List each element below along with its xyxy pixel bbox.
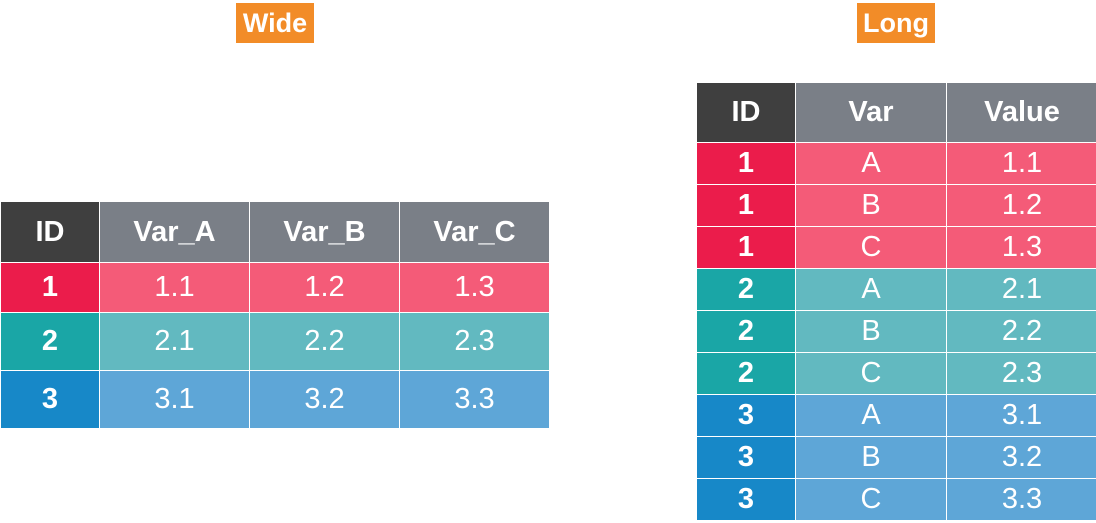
- wide-header-row: ID Var_A Var_B Var_C: [0, 201, 550, 263]
- wide-value-cell: 3.3: [399, 370, 550, 429]
- long-id-cell: 2: [696, 310, 796, 353]
- long-id-cell: 1: [696, 142, 796, 185]
- long-row: 3 A 3.1: [696, 394, 1096, 437]
- long-id-cell: 1: [696, 184, 796, 227]
- long-var-cell: C: [795, 226, 947, 269]
- long-row: 1 C 1.3: [696, 226, 1096, 269]
- long-var-cell: B: [795, 184, 947, 227]
- wide-id-cell: 3: [0, 370, 100, 429]
- long-var-cell: C: [795, 478, 947, 521]
- long-value-cell: 2.1: [946, 268, 1096, 311]
- long-row: 3 C 3.3: [696, 478, 1096, 521]
- long-id-cell: 2: [696, 352, 796, 395]
- long-var-cell: A: [795, 268, 947, 311]
- wide-row: 2 2.1 2.2 2.3: [0, 312, 550, 371]
- wide-id-cell: 2: [0, 312, 100, 371]
- long-table: ID Var Value 1 A 1.1 1 B 1.2 1 C 1.3 2 A…: [696, 82, 1096, 521]
- wide-value-cell: 2.3: [399, 312, 550, 371]
- long-var-cell: A: [795, 394, 947, 437]
- long-id-cell: 2: [696, 268, 796, 311]
- wide-header-var-a: Var_A: [99, 201, 250, 263]
- long-value-cell: 1.1: [946, 142, 1096, 185]
- long-var-cell: B: [795, 310, 947, 353]
- long-var-cell: C: [795, 352, 947, 395]
- wide-id-cell: 1: [0, 262, 100, 313]
- wide-value-cell: 1.3: [399, 262, 550, 313]
- long-row: 2 B 2.2: [696, 310, 1096, 353]
- wide-header-var-b: Var_B: [249, 201, 400, 263]
- long-row: 1 A 1.1: [696, 142, 1096, 185]
- wide-row: 3 3.1 3.2 3.3: [0, 370, 550, 429]
- long-value-cell: 1.2: [946, 184, 1096, 227]
- wide-value-cell: 3.1: [99, 370, 250, 429]
- long-value-cell: 3.1: [946, 394, 1096, 437]
- wide-row: 1 1.1 1.2 1.3: [0, 262, 550, 313]
- long-value-cell: 3.2: [946, 436, 1096, 479]
- long-row: 3 B 3.2: [696, 436, 1096, 479]
- wide-value-cell: 1.1: [99, 262, 250, 313]
- long-id-cell: 3: [696, 436, 796, 479]
- long-id-cell: 3: [696, 394, 796, 437]
- long-id-cell: 3: [696, 478, 796, 521]
- long-id-cell: 1: [696, 226, 796, 269]
- wide-header-id: ID: [0, 201, 100, 263]
- long-value-cell: 1.3: [946, 226, 1096, 269]
- wide-value-cell: 3.2: [249, 370, 400, 429]
- long-header-var: Var: [795, 82, 947, 143]
- long-label: Long: [857, 3, 935, 43]
- long-value-cell: 2.2: [946, 310, 1096, 353]
- wide-value-cell: 2.2: [249, 312, 400, 371]
- long-row: 2 C 2.3: [696, 352, 1096, 395]
- long-value-cell: 2.3: [946, 352, 1096, 395]
- long-var-cell: A: [795, 142, 947, 185]
- wide-table: ID Var_A Var_B Var_C 1 1.1 1.2 1.3 2 2.1…: [0, 201, 550, 429]
- long-value-cell: 3.3: [946, 478, 1096, 521]
- wide-header-var-c: Var_C: [399, 201, 550, 263]
- wide-label: Wide: [236, 3, 314, 43]
- wide-value-cell: 1.2: [249, 262, 400, 313]
- long-header-value: Value: [946, 82, 1096, 143]
- long-var-cell: B: [795, 436, 947, 479]
- long-row: 1 B 1.2: [696, 184, 1096, 227]
- long-header-row: ID Var Value: [696, 82, 1096, 143]
- long-header-id: ID: [696, 82, 796, 143]
- wide-value-cell: 2.1: [99, 312, 250, 371]
- long-row: 2 A 2.1: [696, 268, 1096, 311]
